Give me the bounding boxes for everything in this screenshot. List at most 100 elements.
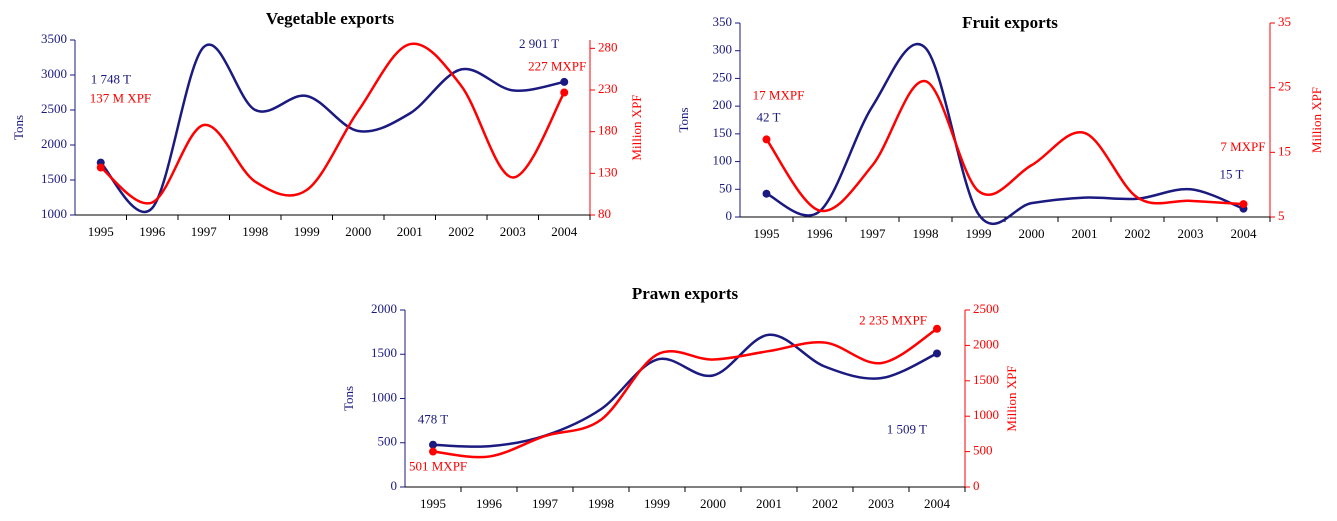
data-point (933, 349, 941, 358)
y2-axis-label: Million XPF (629, 94, 644, 160)
y-tick-label: 3000 (41, 66, 67, 81)
y-tick-label: 250 (713, 69, 733, 84)
x-tick-label: 2004 (551, 224, 578, 239)
series-line (765, 79, 1244, 213)
x-tick-label: 2002 (812, 496, 838, 511)
data-label: 1 509 T (887, 421, 927, 436)
y2-tick-label: 130 (598, 164, 618, 179)
y2-tick-label: 2000 (973, 336, 999, 351)
x-tick-label: 1995 (88, 224, 114, 239)
data-point (96, 163, 105, 172)
x-tick-label: 2002 (1125, 226, 1151, 241)
x-tick-label: 2001 (1072, 226, 1098, 241)
y2-tick-label: 280 (598, 39, 618, 54)
data-label: 2 235 MXPF (859, 313, 927, 328)
y-tick-label: 0 (391, 478, 398, 493)
chart-title: Fruit exports (962, 13, 1058, 32)
y2-tick-label: 25 (1278, 79, 1291, 94)
y2-tick-label: 35 (1278, 14, 1291, 29)
x-tick-label: 2001 (756, 496, 782, 511)
y-tick-label: 2000 (41, 136, 67, 151)
y2-tick-label: 15 (1278, 143, 1291, 158)
data-label: 2 901 T (519, 36, 559, 51)
data-label: 7 MXPF (1220, 139, 1265, 154)
x-tick-label: 1999 (966, 226, 992, 241)
data-label: 501 MXPF (409, 459, 467, 474)
series-line (99, 43, 565, 213)
x-tick-label: 2003 (1178, 226, 1204, 241)
y2-tick-label: 230 (598, 81, 618, 96)
y-tick-label: 350 (713, 14, 733, 29)
x-tick-label: 1998 (588, 496, 614, 511)
y2-tick-label: 80 (598, 206, 611, 221)
x-tick-label: 1999 (294, 224, 320, 239)
x-tick-label: 1996 (807, 226, 834, 241)
y-tick-label: 2500 (41, 101, 67, 116)
y2-axis-label: Million XPF (1309, 87, 1324, 153)
series-line (765, 42, 1244, 226)
y-tick-label: 500 (378, 434, 398, 449)
series-line (432, 327, 938, 459)
y-axis-label: Tons (341, 386, 356, 411)
y-axis-label: Tons (11, 115, 26, 140)
x-tick-label: 2001 (397, 224, 423, 239)
data-point (762, 189, 771, 198)
x-tick-label: 1996 (139, 224, 166, 239)
y-tick-label: 2000 (371, 301, 397, 316)
y-tick-label: 3500 (41, 31, 67, 46)
data-point (1239, 200, 1248, 209)
y-tick-label: 1000 (41, 206, 67, 221)
y2-tick-label: 1500 (973, 372, 999, 387)
y2-tick-label: 0 (973, 478, 980, 493)
y2-tick-label: 5 (1278, 208, 1285, 223)
y-tick-label: 1000 (371, 389, 397, 404)
chart-title: Vegetable exports (266, 9, 395, 28)
data-label: 15 T (1220, 167, 1244, 182)
y2-tick-label: 1000 (973, 407, 999, 422)
y-tick-label: 1500 (41, 171, 67, 186)
x-tick-label: 2000 (1019, 226, 1045, 241)
y-tick-label: 200 (713, 97, 733, 112)
x-tick-label: 1998 (913, 226, 939, 241)
data-label: 227 MXPF (528, 58, 586, 73)
x-tick-label: 1998 (242, 224, 268, 239)
data-point (762, 135, 771, 144)
y-axis-label: Tons (676, 107, 691, 132)
data-label: 478 T (418, 412, 449, 427)
x-tick-label: 2002 (448, 224, 474, 239)
data-label: 17 MXPF (753, 87, 805, 102)
y-tick-label: 1500 (371, 345, 397, 360)
data-point (560, 88, 569, 97)
y-tick-label: 100 (713, 153, 733, 168)
y2-axis-label: Million XPF (1004, 365, 1019, 431)
y2-tick-label: 180 (598, 123, 618, 138)
x-tick-label: 1996 (476, 496, 503, 511)
x-tick-label: 2000 (345, 224, 371, 239)
x-tick-label: 1997 (191, 224, 218, 239)
y-tick-label: 300 (713, 42, 733, 57)
x-tick-label: 1997 (532, 496, 559, 511)
x-tick-label: 1997 (860, 226, 887, 241)
y-tick-label: 50 (719, 180, 732, 195)
y-tick-label: 0 (726, 208, 733, 223)
data-label: 137 M XPF (90, 90, 151, 105)
x-tick-label: 1995 (420, 496, 446, 511)
x-tick-label: 2000 (700, 496, 726, 511)
series-line (99, 42, 566, 205)
x-tick-label: 2004 (924, 496, 951, 511)
data-point (933, 324, 941, 333)
data-label: 1 748 T (91, 72, 131, 87)
series-line (432, 333, 938, 448)
y2-tick-label: 500 (973, 443, 993, 458)
data-point (429, 440, 437, 449)
x-tick-label: 2004 (1231, 226, 1258, 241)
y-tick-label: 150 (713, 125, 733, 140)
x-tick-label: 2003 (500, 224, 526, 239)
data-point (429, 447, 437, 456)
data-label: 42 T (757, 110, 781, 125)
x-tick-label: 1999 (644, 496, 670, 511)
x-tick-label: 2003 (868, 496, 894, 511)
data-point (560, 77, 569, 86)
chart-title: Prawn exports (632, 284, 739, 303)
